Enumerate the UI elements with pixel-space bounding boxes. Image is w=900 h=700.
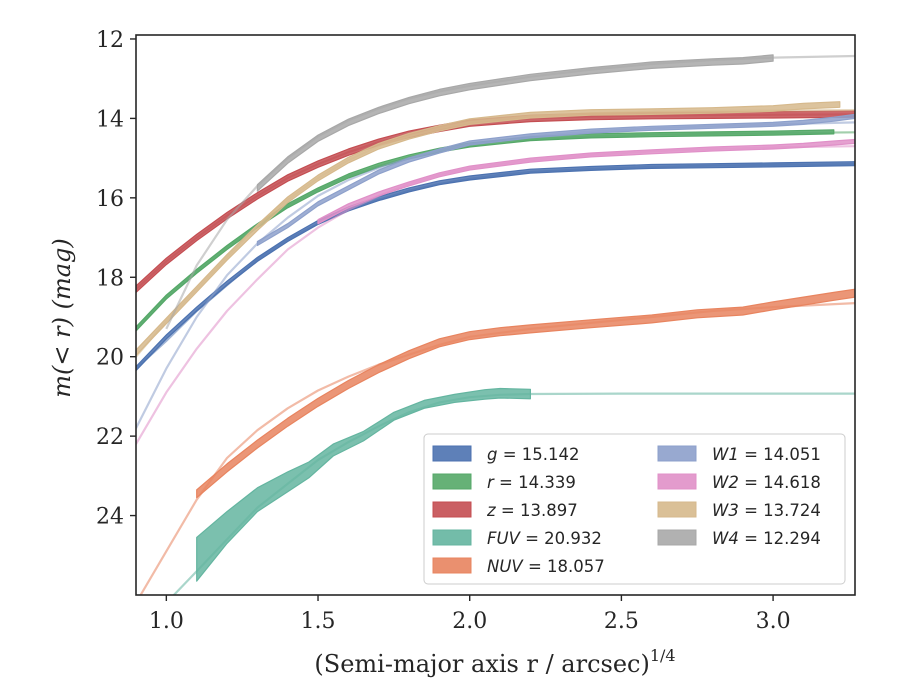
- legend-entry-g-swatch: [432, 445, 472, 462]
- legend-entry-w1-label: W1 = 14.051: [712, 445, 821, 464]
- legend-entry-w2-label: W2 = 14.618: [712, 473, 821, 492]
- y-axis: 12 14 16 18 20 22 24: [96, 28, 136, 530]
- legend-entry-w2: W2 = 14.618: [657, 473, 821, 492]
- y-tick-label: 22: [96, 425, 124, 450]
- legend-entry-r-swatch: [432, 473, 472, 490]
- y-tick-label: 24: [96, 505, 124, 530]
- series-nuv: [139, 288, 855, 595]
- legend-entry-w2-swatch: [657, 473, 697, 490]
- y-axis-label: m(< r) (mag): [48, 238, 76, 397]
- x-tick-label: 1.5: [301, 609, 336, 634]
- series-fuv: [172, 387, 855, 595]
- series-z-profile-band: [136, 110, 855, 293]
- legend-entry-z-label: z = 13.897: [486, 501, 578, 520]
- legend-entry-z: z = 13.897: [432, 501, 578, 520]
- legend-entry-w3-swatch: [657, 501, 697, 518]
- series-w4: [165, 54, 855, 330]
- series-w3: [136, 101, 855, 358]
- x-tick-label: 2.5: [604, 609, 639, 634]
- legend: g = 15.142 r = 14.339 z = 13.897 FUV = 20.9…: [423, 433, 846, 585]
- x-tick-label: 2.0: [452, 609, 487, 634]
- legend-entry-fuv-label: FUV = 20.932: [487, 529, 602, 548]
- series-w4-profile-band: [256, 54, 774, 192]
- legend-entry-w1-swatch: [657, 445, 697, 462]
- legend-entry-w4-swatch: [657, 529, 697, 546]
- x-axis-label: (Semi-major axis r / arcsec)1/4: [314, 646, 675, 678]
- legend-entry-w1: W1 = 14.051: [657, 445, 821, 464]
- y-tick-label: 16: [96, 187, 124, 212]
- series-w2: [136, 138, 855, 445]
- y-tick-label: 12: [96, 28, 124, 53]
- series-w3-profile-band: [136, 101, 841, 357]
- legend-box: [423, 433, 846, 585]
- series-nuv-profile-band: [196, 288, 855, 499]
- legend-entry-fuv-swatch: [432, 529, 472, 546]
- legend-entry-g: g = 15.142: [432, 445, 580, 464]
- series-fuv-profile-band: [196, 387, 531, 582]
- x-tick-label: 3.0: [756, 609, 791, 634]
- legend-entry-w4: W4 = 12.294: [657, 529, 821, 548]
- plot-frame: [135, 34, 856, 596]
- series-r-profile-band: [136, 129, 835, 332]
- legend-entry-r-label: r = 14.339: [487, 473, 576, 492]
- legend-entry-r: r = 14.339: [432, 473, 576, 492]
- legend-entry-fuv: FUV = 20.932: [432, 529, 602, 548]
- series-w1: [136, 113, 855, 429]
- series-w2-profile-band: [317, 138, 855, 225]
- legend-entry-nuv-swatch: [432, 557, 472, 574]
- x-tick-label: 1.0: [149, 609, 184, 634]
- series-layer: [136, 54, 855, 595]
- legend-entry-g-label: g = 15.142: [487, 445, 580, 464]
- legend-entry-z-swatch: [432, 501, 472, 518]
- legend-entry-nuv-label: NUV = 18.057: [487, 557, 605, 576]
- series-w1-profile-band: [256, 113, 855, 247]
- legend-entry-w3: W3 = 13.724: [657, 501, 821, 520]
- y-tick-label: 14: [96, 107, 124, 132]
- legend-entry-nuv: NUV = 18.057: [432, 557, 605, 576]
- x-axis: 1.0 1.5 2.0 2.5 3.0: [149, 595, 791, 634]
- y-tick-label: 20: [96, 346, 124, 371]
- legend-entry-w3-label: W3 = 13.724: [712, 501, 821, 520]
- y-tick-label: 18: [96, 266, 124, 291]
- legend-entry-w4-label: W4 = 12.294: [712, 529, 821, 548]
